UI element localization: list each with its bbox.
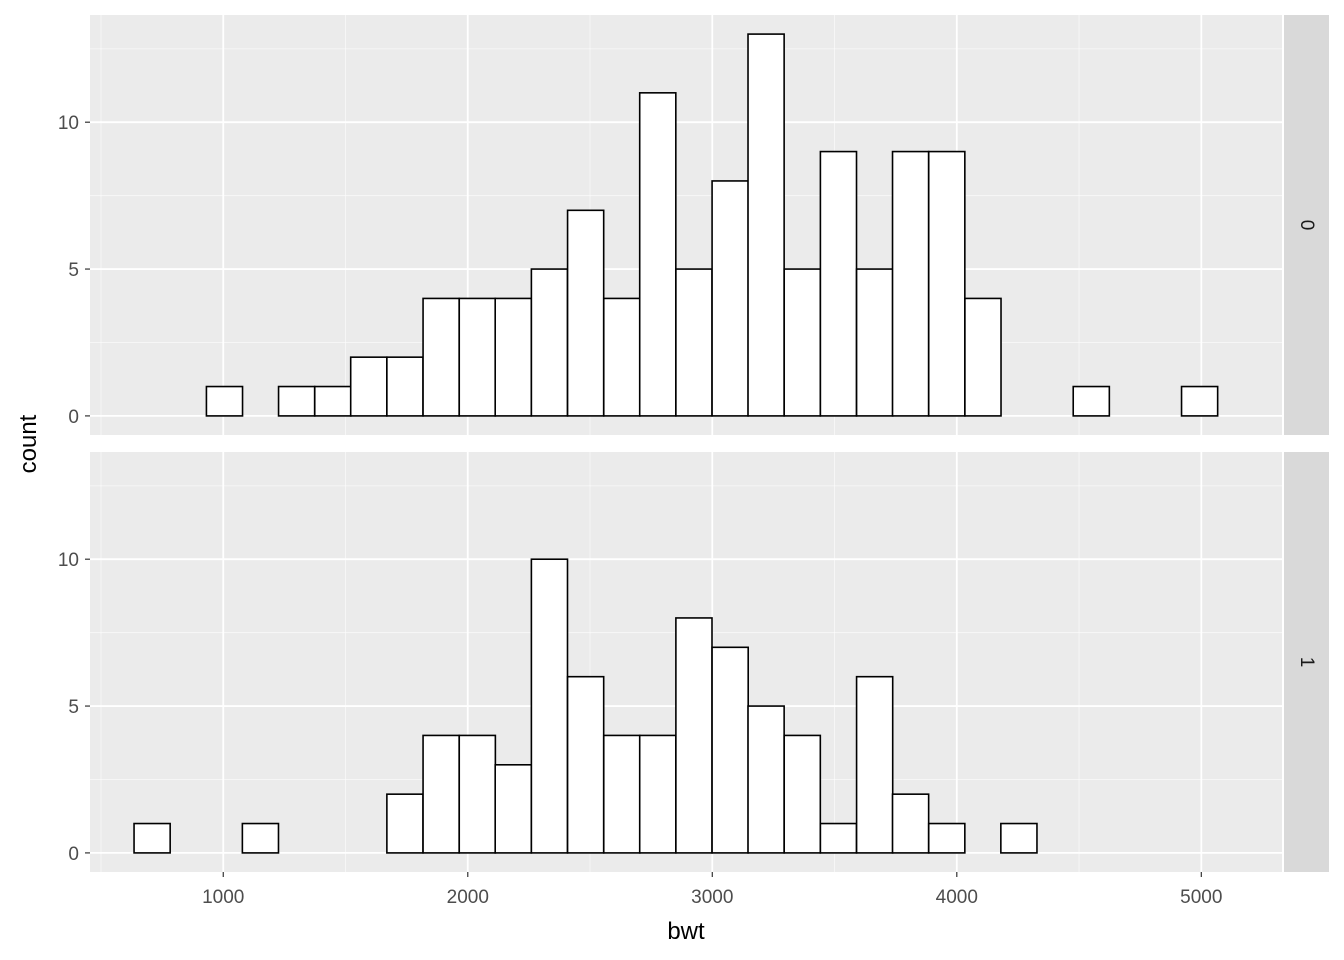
histogram-bar [349, 356, 388, 417]
histogram-bar [711, 646, 749, 854]
x-axis-title: bwt [667, 918, 705, 945]
panels-layer: 0 5 10 0 0 5 10 1 [58, 15, 1329, 872]
histogram-bar [783, 268, 822, 417]
histogram-bar [458, 297, 497, 417]
histogram-bar [386, 793, 424, 854]
histogram-bar [422, 297, 460, 417]
y-tick-label: 10 [58, 113, 79, 134]
histogram-bar [638, 92, 677, 417]
facet-strip-label: 1 [1296, 657, 1317, 668]
x-tick-label: 5000 [1180, 887, 1222, 908]
histogram-bar [530, 558, 569, 854]
x-tick-label: 3000 [691, 887, 733, 908]
histogram-bar [819, 822, 858, 854]
histogram-bar [675, 268, 713, 417]
histogram-bar [927, 822, 966, 854]
histogram-bar [602, 734, 641, 854]
y-tick-label: 5 [68, 260, 79, 281]
facet-panel-0: 0 5 10 0 [58, 15, 1329, 435]
histogram-bar [205, 385, 244, 417]
histogram-bar [313, 385, 352, 417]
histogram-bar [386, 356, 424, 417]
y-tick-label: 0 [68, 844, 79, 865]
y-tick-label: 5 [68, 697, 79, 718]
histogram-bar [422, 734, 460, 854]
histogram-bar [1000, 822, 1038, 854]
histogram-bar [964, 297, 1002, 417]
x-axis: 1000 2000 3000 4000 5000 [202, 872, 1222, 908]
histogram-bar [602, 297, 641, 417]
histogram-bar [1072, 385, 1111, 417]
y-axis-title: count [15, 414, 42, 473]
facet-strip-label: 0 [1296, 220, 1317, 231]
histogram-bar [891, 793, 930, 854]
x-tick-label: 2000 [447, 887, 489, 908]
histogram-bar [819, 150, 858, 417]
histogram-bar [638, 734, 677, 854]
histogram-bar [855, 675, 894, 854]
histogram-bar [530, 268, 569, 417]
histogram-bar [1180, 385, 1219, 417]
facet-panel-1: 0 5 10 1 [58, 452, 1329, 872]
histogram-bar [711, 180, 749, 417]
facet-strip [1284, 452, 1329, 872]
histogram-bar [277, 385, 316, 417]
histogram-bar [783, 734, 822, 854]
histogram-bar [747, 33, 785, 417]
histogram-bar [241, 822, 280, 854]
histogram-bar [747, 705, 785, 854]
histogram-bar [494, 763, 533, 854]
histogram-bar [891, 150, 930, 417]
y-tick-label: 0 [68, 407, 79, 428]
histogram-bar [566, 675, 605, 854]
histogram-bar [927, 150, 966, 417]
histogram-bar [566, 209, 605, 417]
x-tick-label: 4000 [936, 887, 978, 908]
histogram-bar [855, 268, 894, 417]
histogram-bar [458, 734, 497, 854]
histogram-bar [494, 297, 533, 417]
histogram-bar [675, 617, 713, 854]
y-tick-label: 10 [58, 550, 79, 571]
facet-strip [1284, 15, 1329, 435]
x-tick-label: 1000 [202, 887, 244, 908]
histogram-bar [133, 822, 171, 854]
